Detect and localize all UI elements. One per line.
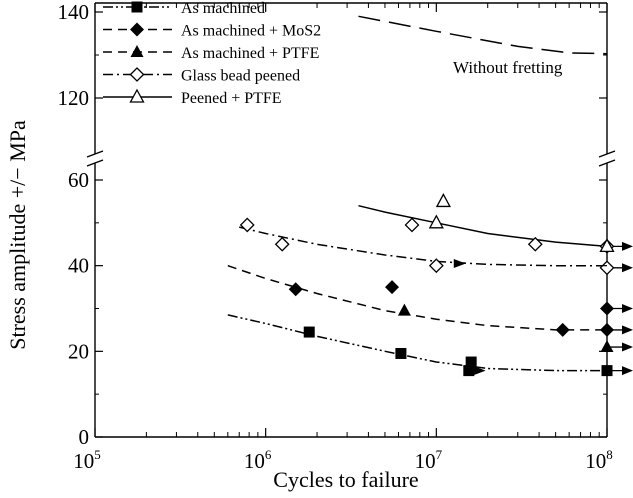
axis-break-mark-left-upper xyxy=(86,150,104,158)
x-tick-label: 107 xyxy=(415,447,443,473)
legend-marker xyxy=(130,45,144,57)
legend-marker xyxy=(129,88,145,103)
data-point xyxy=(527,236,543,252)
data-point xyxy=(288,282,303,297)
data-point xyxy=(600,340,614,353)
fit-curve-glass-bead-peened xyxy=(239,226,607,267)
runout-arrow-head xyxy=(622,325,633,335)
legend-label: As machined + MoS2 xyxy=(181,23,321,40)
y-axis-title: Stress amplitude +/− MPa xyxy=(5,120,30,350)
legend-label: Peened + PTFE xyxy=(181,90,282,107)
runout-arrow-head xyxy=(622,241,633,251)
legend: As machined As machined + MoS2 As machined… xyxy=(103,0,321,107)
x-tick-label: 106 xyxy=(244,447,272,473)
data-point xyxy=(397,303,411,316)
data-point xyxy=(428,214,444,229)
fit-curve-arrow xyxy=(473,366,486,376)
axis-break-mark-right-lower xyxy=(598,159,616,167)
y-tick-label: 0 xyxy=(79,425,90,449)
fit-curve-as-machined xyxy=(227,314,607,372)
data-point xyxy=(555,322,570,337)
legend-label: As machined + PTFE xyxy=(181,45,319,62)
runout-arrow-head xyxy=(622,263,633,273)
y-tick-label: 40 xyxy=(68,254,89,278)
runout-arrow-head xyxy=(622,304,633,313)
without-fretting-label: Without fretting xyxy=(453,58,563,77)
data-point xyxy=(303,326,315,338)
axis-ticks: 0 20 40 60 120 140 105 106 107 108 xyxy=(58,0,613,473)
without-fretting-curve xyxy=(358,15,608,55)
y-tick-label: 60 xyxy=(68,168,89,192)
data-point xyxy=(435,193,451,208)
data-markers xyxy=(239,193,633,377)
fit-curves xyxy=(227,15,608,376)
fit-curve-as-machined-mos2 xyxy=(227,264,607,331)
fit-curve-arrow xyxy=(453,259,466,269)
x-axis-title: Cycles to failure xyxy=(273,467,418,492)
y-tick-label: 140 xyxy=(58,0,90,24)
plot-frame xyxy=(86,2,616,438)
data-point xyxy=(601,365,613,377)
data-point xyxy=(239,217,255,233)
axis-break-mark-right-upper xyxy=(598,150,616,158)
data-point xyxy=(463,365,475,377)
runout-arrow-head xyxy=(622,342,633,352)
legend-marker xyxy=(130,22,144,37)
data-point xyxy=(395,347,407,359)
axis-break-mark-left-lower xyxy=(86,159,104,167)
legend-marker xyxy=(129,67,145,82)
data-point xyxy=(465,356,477,368)
x-tick-label: 108 xyxy=(585,447,613,473)
data-point xyxy=(404,217,420,233)
y-tick-label: 20 xyxy=(68,339,89,363)
data-point xyxy=(599,260,615,276)
y-tick-label: 120 xyxy=(58,86,90,110)
runout-arrow-head xyxy=(622,366,633,376)
fit-curve-peened-ptfe xyxy=(358,204,608,248)
x-tick-label: 105 xyxy=(73,447,101,473)
data-point xyxy=(274,236,290,252)
data-point xyxy=(599,238,615,253)
legend-label: As machined xyxy=(181,0,265,17)
data-point xyxy=(428,258,444,274)
data-point xyxy=(600,322,614,337)
legend-marker xyxy=(131,1,143,13)
data-point xyxy=(385,280,400,295)
legend-label: Glass bead peened xyxy=(181,68,300,85)
